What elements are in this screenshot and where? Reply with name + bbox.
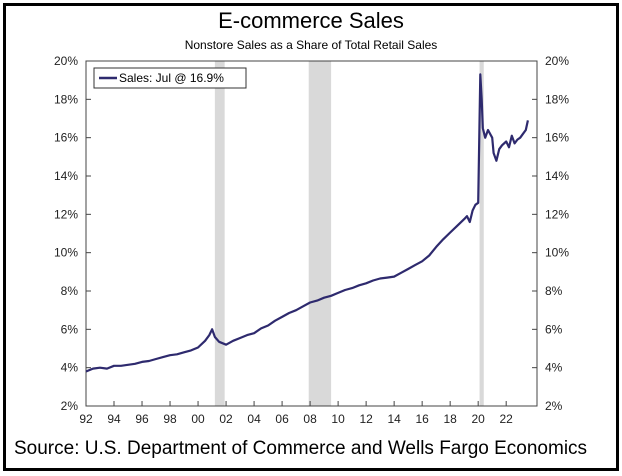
- x-tick-label: 20: [471, 412, 485, 426]
- y-tick-label-left: 10%: [54, 246, 78, 260]
- x-tick-label: 08: [303, 412, 317, 426]
- x-tick-label: 12: [359, 412, 373, 426]
- x-tick-label: 02: [219, 412, 233, 426]
- x-tick-label: 18: [443, 412, 457, 426]
- recession-band-2: [479, 61, 484, 406]
- series-line-0: [85, 73, 529, 373]
- x-tick-label: 10: [331, 412, 345, 426]
- y-tick-label-left: 6%: [61, 322, 79, 336]
- legend-box: [93, 67, 247, 89]
- x-tick-label: 98: [163, 412, 177, 426]
- x-tick-label: 94: [107, 412, 121, 426]
- x-tick-label: 96: [135, 412, 149, 426]
- y-tick-label-left: 4%: [61, 361, 79, 375]
- recession-band-0: [214, 61, 225, 406]
- source-note: Source: U.S. Department of Commerce and …: [14, 438, 588, 459]
- y-tick-label-left: 14%: [54, 169, 78, 183]
- y-tick-label-right: 20%: [545, 54, 569, 68]
- x-tick-label: 14: [387, 412, 401, 426]
- y-tick-label-right: 4%: [545, 361, 563, 375]
- y-tick-label-right: 10%: [545, 246, 569, 260]
- chart-title: E-commerce Sales: [218, 8, 404, 33]
- legend-label: Sales: Jul @ 16.9%: [119, 71, 224, 85]
- x-tick-label: 04: [247, 412, 261, 426]
- y-tick-label-right: 2%: [545, 399, 563, 413]
- y-tick-label-right: 14%: [545, 169, 569, 183]
- x-tick-label: 16: [415, 412, 429, 426]
- y-tick-label-right: 16%: [545, 131, 569, 145]
- y-tick-label-right: 12%: [545, 207, 569, 221]
- plot-border: [85, 60, 538, 407]
- x-tick-label: 92: [79, 412, 93, 426]
- recession-band-1: [308, 61, 332, 406]
- y-tick-label-left: 8%: [61, 284, 79, 298]
- y-tick-label-right: 6%: [545, 322, 563, 336]
- x-tick-label: 00: [191, 412, 205, 426]
- y-tick-label-left: 20%: [54, 54, 78, 68]
- x-tick-label: 22: [500, 412, 514, 426]
- y-tick-label-right: 8%: [545, 284, 563, 298]
- y-tick-label-left: 2%: [61, 399, 79, 413]
- chart-subtitle: Nonstore Sales as a Share of Total Retai…: [184, 38, 438, 52]
- y-tick-label-left: 16%: [54, 131, 78, 145]
- y-tick-label-right: 18%: [545, 92, 569, 106]
- y-tick-label-left: 18%: [54, 92, 78, 106]
- y-tick-label-left: 12%: [54, 207, 78, 221]
- x-tick-label: 06: [275, 412, 289, 426]
